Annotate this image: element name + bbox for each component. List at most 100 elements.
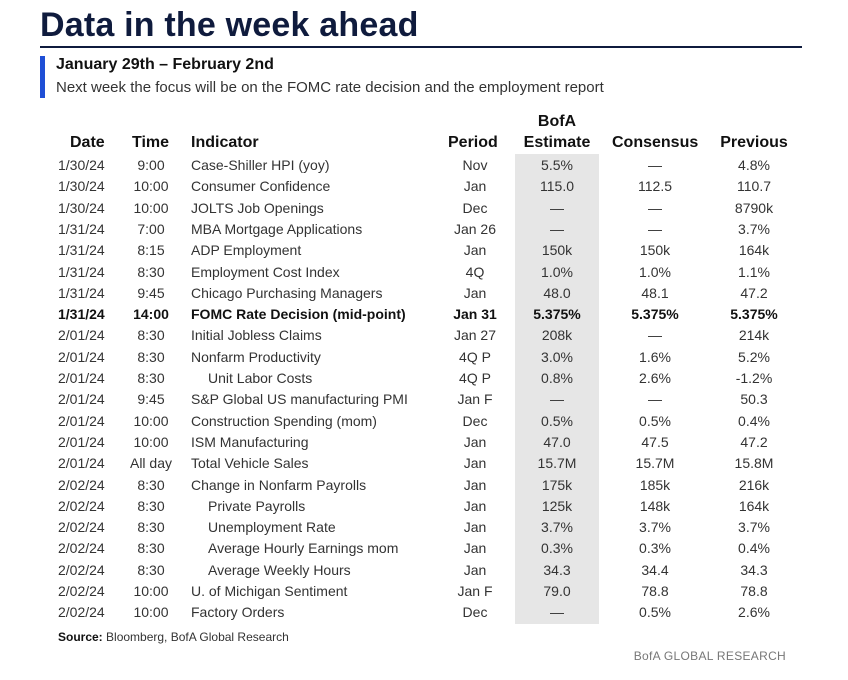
row-previous: -1.2% bbox=[735, 370, 773, 386]
row-bofa-estimate: 48.0 bbox=[543, 284, 571, 301]
row-date: 2/02/24 bbox=[58, 561, 105, 578]
row-indicator: Average Weekly Hours bbox=[208, 561, 351, 578]
row-indicator: Private Payrolls bbox=[208, 497, 306, 514]
row-indicator: Change in Nonfarm Payrolls bbox=[191, 476, 367, 493]
title-divider bbox=[40, 46, 802, 48]
table-row: 2/02/24 8:30 Private Payrolls Jan 125k 148k 16… bbox=[0, 496, 848, 517]
row-indicator: ADP Employment bbox=[191, 242, 302, 259]
row-period: Jan bbox=[463, 497, 487, 514]
row-consensus: 1.0% bbox=[639, 263, 671, 280]
table-row: 1/31/24 9:45 Chicago Purchasing Managers Ja… bbox=[0, 283, 848, 304]
row-bofa-estimate: — bbox=[550, 220, 564, 237]
row-bofa-estimate: 47.0 bbox=[543, 433, 571, 450]
row-consensus: — bbox=[648, 199, 662, 216]
row-consensus: 2.6% bbox=[639, 370, 671, 386]
row-date: 2/02/24 bbox=[58, 604, 105, 621]
row-bofa-estimate: 0.5% bbox=[541, 412, 573, 429]
row-previous: 164k bbox=[738, 497, 770, 514]
row-previous: 78.8 bbox=[740, 583, 768, 599]
table-row: 2/01/24 9:45 S&P Global US manufacturing P… bbox=[0, 389, 848, 410]
row-period: Jan bbox=[463, 178, 487, 195]
row-indicator: Initial Jobless Claims bbox=[191, 327, 322, 344]
row-consensus: 0.3% bbox=[639, 540, 671, 557]
row-date: 2/02/24 bbox=[58, 519, 105, 536]
row-indicator: Construction Spending (mom) bbox=[191, 412, 377, 429]
source-label: Source: bbox=[58, 630, 103, 644]
row-bofa-estimate: 175k bbox=[541, 476, 573, 493]
row-period: Dec bbox=[462, 199, 488, 216]
row-indicator: Unit Labor Costs bbox=[208, 370, 313, 386]
row-bofa-estimate: — bbox=[550, 391, 564, 408]
row-previous: 1.1% bbox=[738, 263, 770, 280]
row-indicator: Chicago Purchasing Managers bbox=[191, 284, 383, 301]
row-consensus: 185k bbox=[639, 476, 671, 493]
row-bofa-estimate: — bbox=[550, 604, 564, 621]
row-previous: 3.7% bbox=[738, 519, 770, 536]
row-time: 8:30 bbox=[137, 476, 165, 493]
row-bofa-estimate: 150k bbox=[541, 242, 573, 259]
row-time: 14:00 bbox=[133, 306, 169, 323]
table-row: 1/31/24 8:15 ADP Employment Jan 150k 150k 164k bbox=[0, 240, 848, 261]
table-row: 2/02/24 8:30 Average Hourly Earnings mom Ja… bbox=[0, 538, 848, 559]
header-bofa-line2: Estimate bbox=[523, 134, 591, 151]
row-previous: 5.375% bbox=[730, 306, 778, 323]
row-period: Jan bbox=[463, 455, 487, 472]
row-indicator: ISM Manufacturing bbox=[191, 433, 309, 450]
row-period: Jan bbox=[463, 284, 487, 301]
row-date: 2/02/24 bbox=[58, 497, 105, 514]
row-time: 7:00 bbox=[137, 220, 165, 237]
row-previous: 214k bbox=[738, 327, 770, 344]
row-date: 1/30/24 bbox=[58, 157, 105, 173]
row-date: 2/01/24 bbox=[58, 455, 105, 472]
row-period: Dec bbox=[462, 604, 488, 621]
row-period: 4Q bbox=[465, 263, 485, 280]
header-period: Period bbox=[448, 134, 498, 151]
row-time: 10:00 bbox=[133, 178, 169, 195]
row-consensus: 15.7M bbox=[635, 455, 675, 472]
row-period: Jan bbox=[463, 519, 487, 536]
row-time: 8:30 bbox=[137, 370, 165, 386]
row-previous: 216k bbox=[738, 476, 770, 493]
brand-footer: BofA GLOBAL RESEARCH bbox=[633, 649, 786, 663]
row-bofa-estimate: 115.0 bbox=[540, 178, 574, 195]
table-row: 2/01/24 8:30 Unit Labor Costs 4Q P 0.8% 2.6% -… bbox=[0, 368, 848, 389]
row-period: Jan F bbox=[457, 391, 493, 408]
row-previous: 15.8M bbox=[734, 455, 774, 472]
row-previous: 4.8% bbox=[738, 157, 770, 173]
row-date: 1/31/24 bbox=[58, 263, 105, 280]
row-consensus: — bbox=[648, 220, 662, 237]
row-consensus: 148k bbox=[639, 497, 671, 514]
row-consensus: — bbox=[648, 391, 662, 408]
row-time: 8:30 bbox=[137, 327, 165, 344]
row-period: Jan F bbox=[457, 583, 493, 599]
row-previous: 110.7 bbox=[737, 178, 771, 195]
row-previous: 0.4% bbox=[738, 540, 770, 557]
row-consensus: 0.5% bbox=[639, 604, 671, 621]
row-time: 9:45 bbox=[137, 391, 165, 408]
row-time: 8:30 bbox=[137, 561, 165, 578]
row-time: 10:00 bbox=[133, 604, 169, 621]
page-title: Data in the week ahead bbox=[40, 6, 419, 44]
header-consensus: Consensus bbox=[612, 134, 699, 151]
row-indicator: Employment Cost Index bbox=[191, 263, 340, 280]
row-consensus: 78.8 bbox=[641, 583, 669, 599]
row-time: 10:00 bbox=[133, 412, 169, 429]
row-date: 2/01/24 bbox=[58, 391, 105, 408]
row-time: 8:30 bbox=[137, 540, 165, 557]
date-range: January 29th – February 2nd bbox=[56, 56, 274, 73]
row-bofa-estimate: 79.0 bbox=[543, 583, 571, 599]
row-time: 9:00 bbox=[137, 157, 165, 173]
row-previous: 5.2% bbox=[738, 348, 770, 365]
row-date: 2/01/24 bbox=[58, 327, 105, 344]
row-date: 2/02/24 bbox=[58, 540, 105, 557]
table-row: 1/30/24 10:00 Consumer Confidence Jan 115.0 1… bbox=[0, 176, 848, 197]
table-row: 2/01/24 10:00 ISM Manufacturing Jan 47.0 47.5… bbox=[0, 432, 848, 453]
row-date: 2/01/24 bbox=[58, 433, 105, 450]
row-bofa-estimate: 15.7M bbox=[537, 455, 577, 472]
table-row: 1/30/24 10:00 JOLTS Job Openings Dec — — 8790k bbox=[0, 198, 848, 219]
header-indicator: Indicator bbox=[191, 134, 259, 151]
source-text: Bloomberg, BofA Global Research bbox=[102, 630, 289, 644]
row-date: 1/31/24 bbox=[58, 306, 105, 323]
table-row: 2/02/24 8:30 Change in Nonfarm Payrolls Jan… bbox=[0, 475, 848, 496]
table-row: 2/01/24 8:30 Initial Jobless Claims Jan 27 2… bbox=[0, 325, 848, 346]
